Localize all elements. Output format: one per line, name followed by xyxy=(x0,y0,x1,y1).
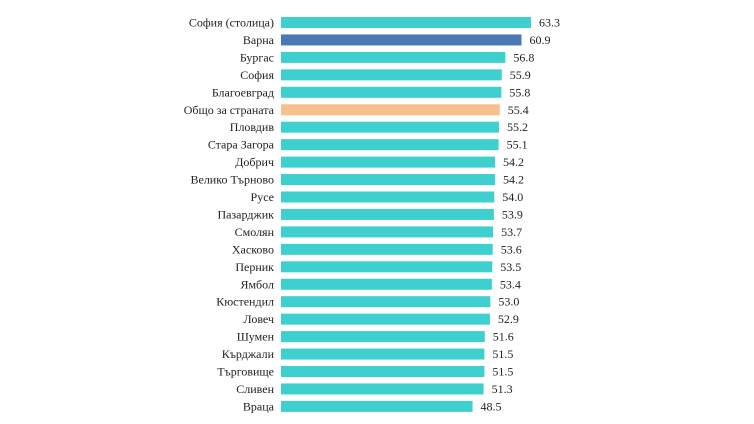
bar xyxy=(281,51,506,63)
category-label: Велико Търново xyxy=(190,173,274,187)
bar xyxy=(281,278,492,290)
value-label: 55.9 xyxy=(510,68,531,82)
category-label: Сливен xyxy=(236,382,274,396)
bar xyxy=(281,69,502,81)
bar xyxy=(281,313,490,325)
category-label: Пазарджик xyxy=(217,207,274,221)
value-label: 51.5 xyxy=(492,365,513,379)
value-label: 53.7 xyxy=(501,225,522,239)
category-label: София (столица) xyxy=(189,16,274,30)
bar xyxy=(281,208,494,220)
bar xyxy=(281,296,491,308)
category-label: Пловдив xyxy=(230,120,275,134)
value-label: 53.4 xyxy=(500,277,521,291)
category-label: Общо за страната xyxy=(184,103,275,117)
value-label: 63.3 xyxy=(539,16,560,30)
value-labels: 63.3 60.9 56.8 55.9 55.8 55.4 55.2 55.1 54.2 54.2… xyxy=(481,16,560,414)
category-label: Бургас xyxy=(240,50,274,64)
value-label: 51.3 xyxy=(492,382,513,396)
category-label: Смолян xyxy=(235,225,275,239)
category-label: Хасково xyxy=(232,242,274,256)
bar xyxy=(281,261,493,273)
value-label: 54.0 xyxy=(502,190,523,204)
value-label: 55.4 xyxy=(508,103,529,117)
category-label: Ямбол xyxy=(240,277,274,291)
category-label: София xyxy=(240,68,274,82)
category-label: Стара Загора xyxy=(208,138,275,152)
value-label: 55.2 xyxy=(507,120,528,134)
value-label: 53.9 xyxy=(502,207,523,221)
value-label: 60.9 xyxy=(530,33,551,47)
category-labels: София (столица) Варна Бургас София Благоевгр… xyxy=(184,16,275,414)
bar xyxy=(281,348,485,360)
bar xyxy=(281,86,502,98)
category-label: Варна xyxy=(243,33,275,47)
value-label: 54.2 xyxy=(503,173,524,187)
value-label: 55.8 xyxy=(509,85,530,99)
bars xyxy=(281,17,531,412)
value-label: 52.9 xyxy=(498,312,519,326)
value-label: 53.6 xyxy=(501,242,522,256)
bar xyxy=(281,191,495,203)
value-label: 54.2 xyxy=(503,155,524,169)
category-label: Кърджали xyxy=(222,347,275,361)
category-label: Русе xyxy=(251,190,274,204)
category-label: Враца xyxy=(243,399,275,413)
bar xyxy=(281,17,531,28)
bar xyxy=(281,34,522,46)
category-label: Търговище xyxy=(217,365,274,379)
bar xyxy=(281,331,485,343)
bar xyxy=(281,156,496,168)
value-label: 53.0 xyxy=(498,295,519,309)
value-label: 51.6 xyxy=(493,330,514,344)
category-label: Кюстендил xyxy=(216,295,274,309)
category-label: Перник xyxy=(235,260,274,274)
bar xyxy=(281,243,493,255)
category-label: Шумен xyxy=(237,330,275,344)
category-label: Добрич xyxy=(235,155,274,169)
category-label: Ловеч xyxy=(244,312,275,326)
category-label: Благоевград xyxy=(212,85,274,99)
bar xyxy=(281,121,500,133)
bar xyxy=(281,383,484,395)
bar xyxy=(281,366,485,377)
bar xyxy=(281,226,494,238)
bar xyxy=(281,400,473,412)
bar xyxy=(281,174,496,186)
bar xyxy=(281,104,500,116)
value-label: 55.1 xyxy=(507,138,528,152)
bar xyxy=(281,139,499,151)
value-label: 53.5 xyxy=(500,260,521,274)
value-label: 56.8 xyxy=(513,50,534,64)
value-label: 51.5 xyxy=(492,347,513,361)
value-label: 48.5 xyxy=(481,399,502,413)
